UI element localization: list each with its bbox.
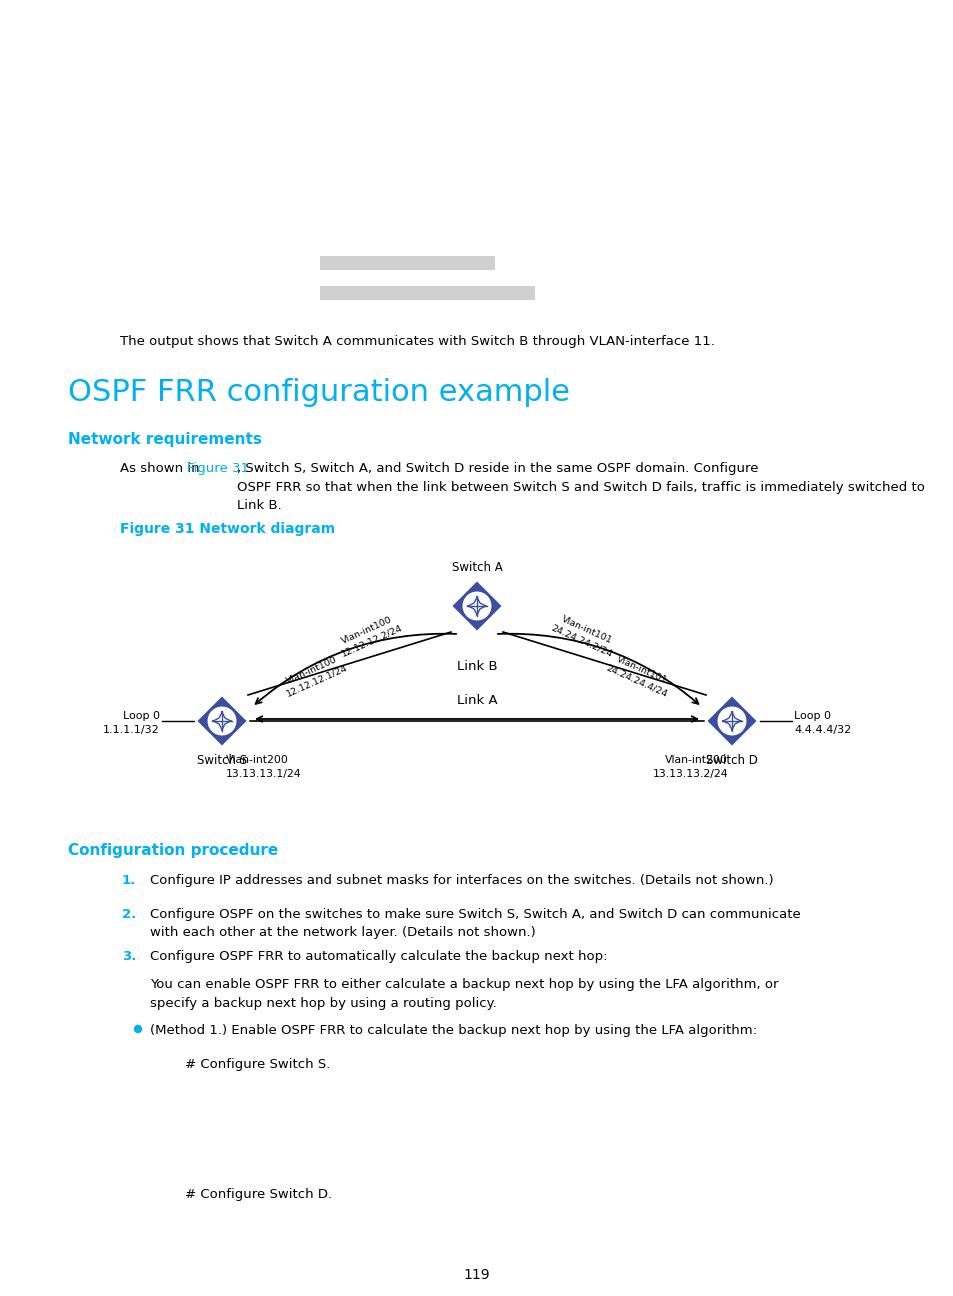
Text: Switch A: Switch A <box>451 561 502 574</box>
Text: Switch S: Switch S <box>196 754 247 767</box>
Text: # Configure Switch S.: # Configure Switch S. <box>185 1058 330 1070</box>
Text: Vlan-int101
24.24.24.4/24: Vlan-int101 24.24.24.4/24 <box>604 653 673 699</box>
Text: Configure OSPF on the switches to make sure Switch S, Switch A, and Switch D can: Configure OSPF on the switches to make s… <box>150 908 800 940</box>
Text: OSPF FRR configuration example: OSPF FRR configuration example <box>68 378 569 407</box>
Polygon shape <box>195 695 248 746</box>
Text: (Method 1.) Enable OSPF FRR to calculate the backup next hop by using the LFA al: (Method 1.) Enable OSPF FRR to calculate… <box>150 1024 757 1037</box>
Circle shape <box>463 592 490 619</box>
Text: 13.13.13.1/24: 13.13.13.1/24 <box>226 769 301 779</box>
Text: Network requirements: Network requirements <box>68 432 262 447</box>
Text: Figure 31 Network diagram: Figure 31 Network diagram <box>120 522 335 537</box>
Text: , Switch S, Switch A, and Switch D reside in the same OSPF domain. Configure
OSP: , Switch S, Switch A, and Switch D resid… <box>236 461 923 512</box>
Circle shape <box>134 1025 141 1033</box>
Text: 13.13.13.2/24: 13.13.13.2/24 <box>652 769 727 779</box>
Polygon shape <box>451 581 502 632</box>
Text: Link A: Link A <box>456 695 497 708</box>
Text: Switch D: Switch D <box>705 754 757 767</box>
Text: Vlan-int200: Vlan-int200 <box>664 756 727 765</box>
Text: Vlan-int101
24.24.24.2/24: Vlan-int101 24.24.24.2/24 <box>550 613 618 658</box>
Text: Vlan-int100
12.12.12.2/24: Vlan-int100 12.12.12.2/24 <box>335 613 403 658</box>
Text: 119: 119 <box>463 1267 490 1282</box>
Polygon shape <box>705 695 758 746</box>
Text: You can enable OSPF FRR to either calculate a backup next hop by using the LFA a: You can enable OSPF FRR to either calcul… <box>150 978 778 1010</box>
Text: Loop 0: Loop 0 <box>123 712 160 721</box>
Circle shape <box>718 708 745 735</box>
Text: Loop 0: Loop 0 <box>793 712 830 721</box>
FancyBboxPatch shape <box>319 286 535 299</box>
Text: 3.: 3. <box>122 950 136 963</box>
Text: The output shows that Switch A communicates with Switch B through VLAN-interface: The output shows that Switch A communica… <box>120 334 714 349</box>
Text: Figure 31: Figure 31 <box>187 461 249 476</box>
Text: Vlan-int200: Vlan-int200 <box>226 756 289 765</box>
FancyBboxPatch shape <box>319 257 495 270</box>
Text: 1.1.1.1/32: 1.1.1.1/32 <box>103 724 160 735</box>
Text: As shown in: As shown in <box>120 461 204 476</box>
Text: 4.4.4.4/32: 4.4.4.4/32 <box>793 724 850 735</box>
Text: Configure IP addresses and subnet masks for interfaces on the switches. (Details: Configure IP addresses and subnet masks … <box>150 874 773 886</box>
Text: Configuration procedure: Configuration procedure <box>68 842 278 858</box>
Text: Link B: Link B <box>456 660 497 673</box>
Text: # Configure Switch D.: # Configure Switch D. <box>185 1188 332 1201</box>
Circle shape <box>208 708 235 735</box>
Text: 1.: 1. <box>122 874 136 886</box>
Text: Vlan-int100
12.12.12.1/24: Vlan-int100 12.12.12.1/24 <box>280 653 349 699</box>
Text: Configure OSPF FRR to automatically calculate the backup next hop:: Configure OSPF FRR to automatically calc… <box>150 950 607 963</box>
Text: 2.: 2. <box>122 908 136 921</box>
